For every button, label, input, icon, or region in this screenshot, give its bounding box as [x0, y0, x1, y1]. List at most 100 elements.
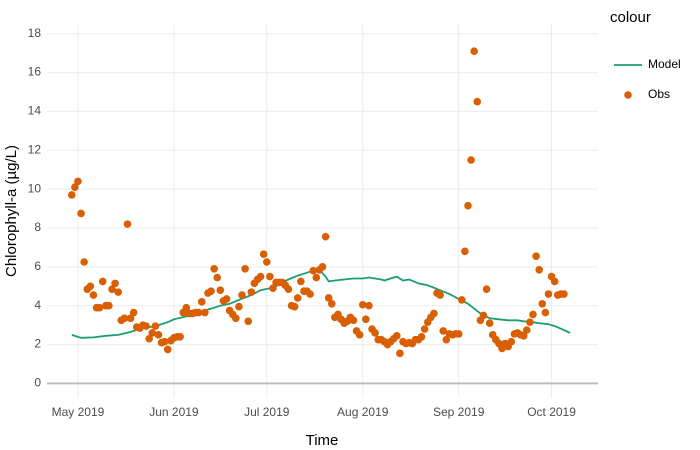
obs-point [467, 156, 475, 164]
obs-point [262, 258, 271, 266]
obs-point [160, 337, 169, 346]
obs-point [207, 287, 215, 295]
obs-point [321, 232, 330, 241]
obs-point [194, 308, 203, 317]
obs-point [145, 334, 153, 343]
legend-label: Model [648, 57, 681, 71]
obs-point [371, 329, 379, 337]
obs-point [526, 318, 534, 327]
obs-point [182, 303, 191, 312]
obs-point [318, 263, 327, 271]
x-tick-label: Jul 2019 [244, 405, 290, 419]
obs-point [241, 265, 249, 273]
obs-point [201, 308, 209, 317]
obs-point [457, 296, 466, 304]
y-axis-title: Chlorophyll-a (µg/L) [3, 145, 20, 277]
obs-point [210, 265, 218, 273]
obs-point [529, 310, 537, 319]
obs-point [108, 285, 116, 294]
obs-point [473, 97, 482, 106]
obs-point [464, 201, 472, 210]
obs-point [235, 302, 243, 311]
x-tick-label: Aug 2019 [337, 405, 389, 419]
y-tick-label: 10 [28, 181, 42, 195]
obs-point [362, 315, 370, 324]
obs-point [439, 327, 448, 335]
obs-point [71, 183, 79, 191]
legend-swatch [624, 91, 632, 99]
x-tick-label: Oct 2019 [527, 405, 576, 419]
obs-point [123, 220, 132, 228]
obs-point [89, 291, 98, 299]
obs-point [358, 300, 367, 309]
obs-point [538, 299, 547, 308]
obs-point [461, 247, 469, 256]
obs-point [541, 308, 550, 317]
obs-point [417, 333, 426, 341]
obs-point [95, 303, 104, 312]
obs-point [222, 295, 231, 303]
obs-point [163, 345, 172, 354]
obs-point [523, 326, 531, 334]
x-tick-label: Jun 2019 [149, 405, 199, 419]
obs-point [392, 332, 401, 340]
obs-point [560, 290, 568, 298]
obs-point [247, 288, 256, 296]
y-tick-label: 14 [28, 104, 42, 118]
obs-point [293, 294, 302, 302]
obs-point [306, 290, 314, 298]
obs-point [430, 309, 438, 318]
obs-point [544, 290, 553, 298]
obs-point [290, 302, 299, 311]
obs-point [67, 191, 76, 199]
obs-point [80, 258, 88, 266]
y-tick-label: 0 [34, 376, 41, 390]
obs-point [238, 291, 246, 299]
obs-point [266, 272, 274, 281]
obs-point [154, 331, 163, 339]
obs-point [355, 331, 364, 339]
obs-point [550, 277, 559, 286]
obs-point [284, 285, 293, 294]
obs-point [244, 317, 253, 326]
obs-point [309, 266, 318, 275]
obs-point [532, 252, 540, 260]
y-tick-label: 16 [28, 65, 42, 79]
obs-point [148, 329, 157, 337]
y-tick-label: 18 [28, 26, 42, 40]
obs-point [77, 209, 85, 218]
model-line [71, 268, 571, 339]
legend-title: colour [610, 9, 651, 26]
y-tick-label: 4 [34, 298, 41, 312]
obs-point [519, 332, 528, 340]
obs-point [535, 265, 543, 274]
obs-point [197, 298, 206, 306]
obs-point [324, 294, 333, 302]
obs-point [420, 325, 429, 333]
obs-point [312, 273, 321, 282]
obs-point [232, 314, 240, 323]
obs-point [176, 333, 184, 341]
obs-point [98, 277, 107, 286]
x-axis-title: Time [306, 432, 339, 449]
obs-point [479, 311, 488, 320]
obs-point [297, 277, 305, 286]
obs-point [269, 284, 277, 293]
obs-point [120, 314, 129, 323]
obs-point [349, 316, 358, 325]
obs-point [105, 301, 113, 310]
obs-point [142, 322, 150, 330]
obs-point [482, 285, 491, 294]
y-tick-label: 6 [34, 259, 41, 273]
x-tick-label: Sep 2019 [433, 405, 485, 419]
obs-point [454, 330, 463, 338]
obs-point [111, 279, 119, 288]
obs-point [151, 322, 160, 330]
obs-point [396, 349, 404, 358]
obs-point [436, 291, 444, 299]
y-tick-label: 8 [34, 220, 41, 234]
obs-point [129, 308, 138, 317]
obs-point [442, 335, 451, 344]
y-tick-label: 12 [28, 142, 42, 156]
